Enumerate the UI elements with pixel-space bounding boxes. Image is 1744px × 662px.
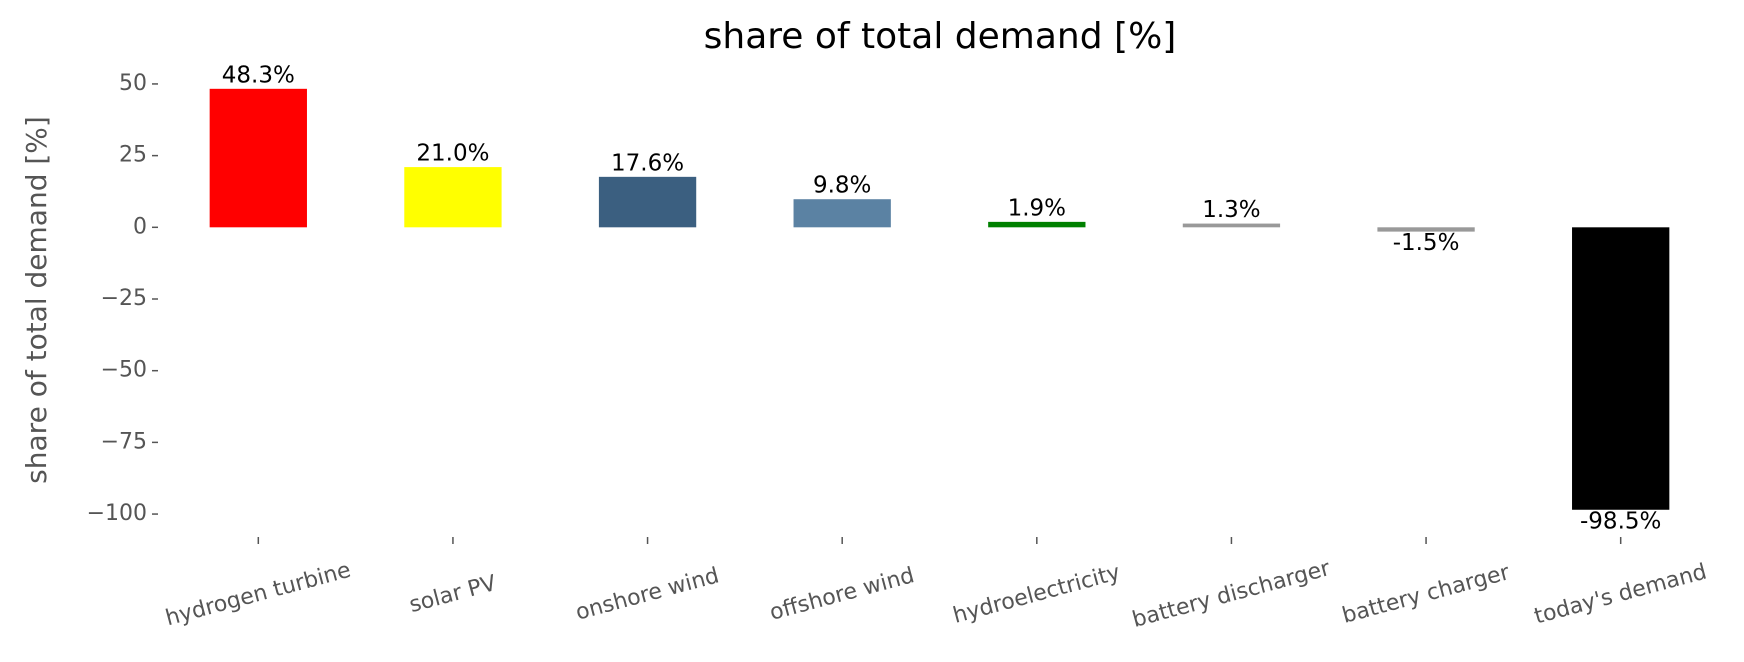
bar [1572,227,1670,510]
bar [1377,227,1475,232]
y-tick-label: −100 [87,501,147,526]
bar [598,176,697,228]
x-tick-label: onshore wind [573,563,722,625]
y-tick-label: −50 [101,358,147,383]
x-tick-label: hydroelectricity [950,560,1122,629]
bar [209,88,307,228]
bar [793,199,891,228]
y-tick-label: 0 [133,214,147,239]
y-tick-label: −75 [101,429,147,454]
chart-title: share of total demand [%] [704,16,1177,57]
value-label: 48.3% [222,62,295,88]
value-label: 17.6% [611,150,684,176]
value-label: -1.5% [1393,230,1460,256]
value-label: 21.0% [416,141,489,167]
x-tick-label: battery charger [1340,560,1514,629]
y-axis-label: share of total demand [%] [20,116,53,484]
x-tick-label: offshore wind [767,563,917,626]
x-tick-label: battery discharger [1130,556,1334,633]
value-label: 1.3% [1202,197,1260,223]
bar [1182,223,1281,228]
value-label: 9.8% [813,173,871,199]
y-tick-label: 50 [119,71,147,96]
value-label: 1.9% [1008,195,1066,221]
value-label: -98.5% [1580,508,1661,534]
x-tick-label: hydrogen turbine [163,558,354,631]
y-tick-label: −25 [101,286,147,311]
bar [404,167,502,228]
x-tick-label: today's demand [1532,559,1710,629]
y-tick-label: 25 [119,143,147,168]
x-tick-label: solar PV [407,571,499,618]
bar [988,221,1086,228]
